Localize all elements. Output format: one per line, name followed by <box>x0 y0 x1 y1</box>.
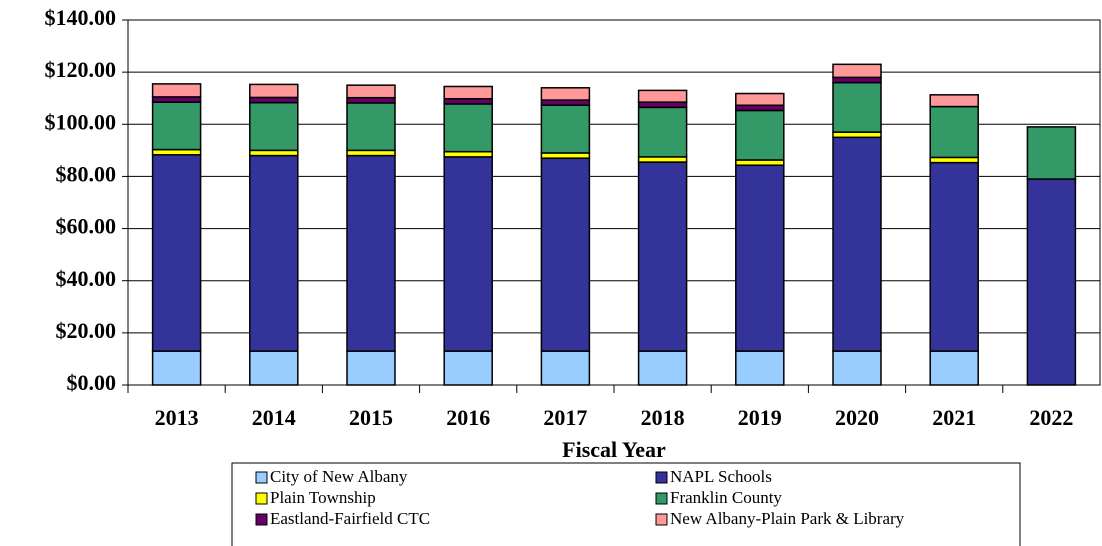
y-tick-label: $60.00 <box>56 214 117 239</box>
y-tick-label: $140.00 <box>45 5 117 30</box>
bar-segment <box>540 104 591 154</box>
x-tick-label: 2021 <box>932 405 976 430</box>
bar-segment <box>637 89 688 103</box>
bar-segment <box>540 87 591 101</box>
bar-segment <box>443 350 493 386</box>
bar-segment <box>735 159 785 166</box>
legend-swatch <box>655 471 668 484</box>
bar-segment <box>540 152 591 159</box>
bar-segment <box>443 97 493 105</box>
x-axis-label: Fiscal Year <box>562 437 666 462</box>
bar-segment <box>346 149 396 157</box>
y-tick-label: $0.00 <box>67 370 117 395</box>
bar-segment <box>151 101 202 151</box>
bar-segment <box>637 156 688 163</box>
bar-segment <box>151 350 202 386</box>
bar-segment <box>929 105 979 159</box>
bar-segment <box>1026 178 1077 386</box>
bar-segment <box>443 85 493 100</box>
legend-swatch <box>655 492 668 505</box>
legend-label: City of New Albany <box>270 467 408 486</box>
bar-segment <box>249 350 299 386</box>
bar-segment <box>637 106 688 158</box>
x-tick-label: 2014 <box>252 405 296 430</box>
bar-segment <box>832 76 882 84</box>
bar-segment <box>249 83 299 99</box>
x-tick-label: 2015 <box>349 405 393 430</box>
x-tick-label: 2018 <box>641 405 685 430</box>
y-tick-label: $100.00 <box>45 109 117 134</box>
bar-segment <box>443 156 493 352</box>
legend-swatch <box>255 513 268 526</box>
bar-segment <box>151 154 202 352</box>
bar-segment <box>346 96 396 104</box>
bar-segment <box>249 96 299 104</box>
legend-label: Plain Township <box>270 488 376 507</box>
x-tick-label: 2022 <box>1029 405 1073 430</box>
bar-segment <box>151 96 202 103</box>
bar-segment <box>443 103 493 153</box>
bar-segment <box>929 94 979 108</box>
legend-label: Eastland-Fairfield CTC <box>270 509 430 528</box>
bar-segment <box>735 92 785 107</box>
legend-swatch <box>255 492 268 505</box>
bar-segment <box>735 164 785 352</box>
bar-segment <box>249 154 299 352</box>
x-tick-label: 2013 <box>155 405 199 430</box>
bar-segment <box>346 102 396 152</box>
legend-label: Franklin County <box>670 488 782 507</box>
bar-segment <box>540 99 591 107</box>
legend-label: NAPL Schools <box>670 467 772 486</box>
bar-segment <box>346 154 396 352</box>
bar-segment <box>346 84 396 99</box>
y-tick-label: $20.00 <box>56 318 117 343</box>
bar-segment <box>151 83 202 98</box>
legend-swatch <box>255 471 268 484</box>
bar-segment <box>929 161 979 352</box>
bar-segment <box>249 101 299 152</box>
bar-segment <box>637 161 688 352</box>
bar-segment <box>637 350 688 386</box>
x-tick-label: 2020 <box>835 405 879 430</box>
bar-segment <box>249 149 299 157</box>
legend-swatch <box>655 513 668 526</box>
bar-segment <box>832 136 882 352</box>
bar-segment <box>151 148 202 156</box>
x-tick-label: 2019 <box>738 405 782 430</box>
x-tick-label: 2016 <box>446 405 490 430</box>
bar-segment <box>540 350 591 386</box>
bar-segment <box>637 101 688 109</box>
x-tick-label: 2017 <box>543 405 587 430</box>
bar-segment <box>1026 126 1077 180</box>
bar-segment <box>832 63 882 79</box>
bar-segment <box>443 150 493 158</box>
bar-segment <box>832 350 882 386</box>
legend-label: New Albany-Plain Park & Library <box>670 509 905 528</box>
bar-segment <box>929 156 979 164</box>
bar-segment <box>832 81 882 133</box>
bar-segment <box>346 350 396 386</box>
y-tick-label: $40.00 <box>56 266 117 291</box>
y-tick-label: $80.00 <box>56 161 117 186</box>
bar-segment <box>540 157 591 352</box>
bar-segment <box>735 104 785 112</box>
bar-segment <box>735 109 785 161</box>
bar-segment <box>735 350 785 386</box>
bar-segment <box>832 131 882 139</box>
y-tick-label: $120.00 <box>45 57 117 82</box>
legend-box <box>231 462 1021 546</box>
bar-segment <box>929 350 979 386</box>
